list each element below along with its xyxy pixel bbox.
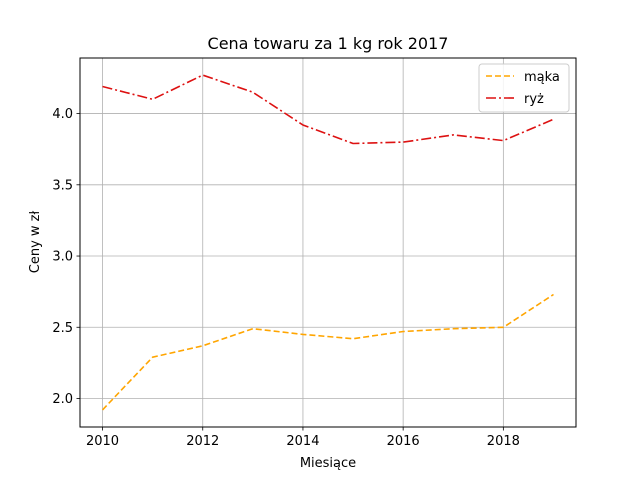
y-tick-label: 2.5 xyxy=(52,321,73,336)
legend-label-ryz: ryż xyxy=(524,92,544,107)
chart-title: Cena towaru za 1 kg rok 2017 xyxy=(208,34,449,53)
y-tick-label: 4.0 xyxy=(52,107,73,122)
x-tick-label: 2016 xyxy=(387,434,420,449)
series-line-ryz xyxy=(102,74,554,145)
x-tick-label: 2012 xyxy=(186,434,219,449)
y-tick-label: 3.0 xyxy=(52,250,73,265)
legend-label-maka: mąka xyxy=(524,70,560,85)
x-tick-label: 2010 xyxy=(86,434,119,449)
x-tick-label: 2018 xyxy=(487,434,520,449)
series-group xyxy=(101,74,554,411)
y-axis-label: Ceny w zł xyxy=(28,210,43,273)
axes-frame xyxy=(79,57,577,428)
y-tick-label: 2.0 xyxy=(52,392,73,407)
x-tick-label: 2014 xyxy=(286,434,319,449)
y-tick-label: 3.5 xyxy=(52,178,73,193)
x-axis-label: Miesiące xyxy=(300,456,356,471)
legend-box xyxy=(478,63,570,113)
ticks: 2010 2012 2014 2016 2018 2.0 2.5 3.0 3.5 4.0 xyxy=(52,107,520,449)
series-line-maka xyxy=(101,293,554,411)
legend: mąka ryż xyxy=(478,63,570,113)
